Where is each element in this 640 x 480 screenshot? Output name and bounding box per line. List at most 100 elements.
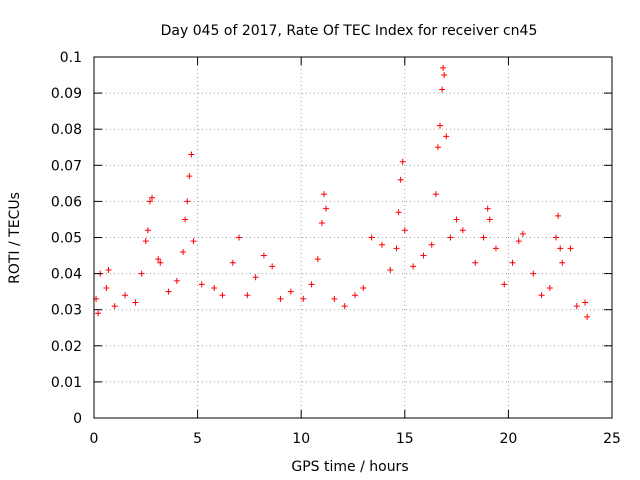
y-tick-label: 0.08 [51,122,82,138]
x-axis-ticks: 0 5 10 15 20 25 [90,57,621,447]
data-point [319,220,325,226]
data-point [188,151,194,157]
data-point [435,144,441,150]
data-point [398,177,404,183]
data-point [410,263,416,269]
data-point [166,289,172,295]
data-point [402,227,408,233]
data-point [510,260,516,266]
data-point [199,281,205,287]
data-point [568,245,574,251]
data-point [321,191,327,197]
data-point [557,245,563,251]
data-point [555,213,561,219]
data-point [439,86,445,92]
data-point [122,292,128,298]
data-point [174,278,180,284]
data-point [186,173,192,179]
data-point [211,285,217,291]
data-point [261,253,267,259]
data-point [539,292,545,298]
data-point [352,292,358,298]
data-point [582,299,588,305]
data-point [95,310,101,316]
data-point [460,227,466,233]
data-point [143,238,149,244]
data-point [244,292,250,298]
x-axis-label: GPS time / hours [291,459,408,475]
x-tick-label: 15 [396,431,414,447]
y-axis-ticks: 0 0.01 0.02 0.03 0.04 0.05 0.06 0.07 0.08 0.09 0.1 [51,50,612,427]
data-point [547,285,553,291]
data-point [530,271,536,277]
x-tick-label: 10 [292,431,310,447]
data-point [103,285,109,291]
x-tick-label: 5 [193,431,202,447]
data-point [253,274,259,280]
data-point [331,296,337,302]
data-point [145,227,151,233]
y-tick-label: 0.02 [51,339,82,355]
data-point [472,260,478,266]
data-point [574,303,580,309]
data-point [481,235,487,241]
y-axis-label: ROTI / TECUs [7,192,23,284]
data-point [520,231,526,237]
data-point [553,235,559,241]
data-point [219,292,225,298]
data-point [429,242,435,248]
y-tick-label: 0.05 [51,231,82,247]
data-point [441,72,447,78]
data-points [93,65,590,320]
data-point [559,260,565,266]
data-point [437,123,443,129]
data-point [277,296,283,302]
data-point [190,238,196,244]
y-tick-label: 0.06 [51,194,82,210]
data-point [379,242,385,248]
data-point [501,281,507,287]
data-point [400,159,406,165]
data-point [396,209,402,215]
data-point [387,267,393,273]
x-tick-label: 25 [603,431,621,447]
y-tick-label: 0.1 [60,50,82,66]
roti-scatter-chart: Day 045 of 2017, Rate Of TEC Index for r… [0,0,640,480]
data-point [420,253,426,259]
grid [94,57,612,418]
data-point [360,285,366,291]
y-tick-label: 0.03 [51,303,82,319]
data-point [447,235,453,241]
data-point [443,133,449,139]
data-point [139,271,145,277]
data-point [394,245,400,251]
x-tick-label: 0 [90,431,99,447]
data-point [288,289,294,295]
data-point [369,235,375,241]
data-point [584,314,590,320]
data-point [342,303,348,309]
data-point [487,216,493,222]
data-point [323,206,329,212]
data-point [236,235,242,241]
y-tick-label: 0.09 [51,86,82,102]
data-point [433,191,439,197]
data-point [106,267,112,273]
x-tick-label: 20 [499,431,517,447]
data-point [485,206,491,212]
data-point [180,249,186,255]
data-point [454,216,460,222]
data-point [182,216,188,222]
data-point [132,299,138,305]
data-point [269,263,275,269]
data-point [516,238,522,244]
data-point [300,296,306,302]
data-point [184,198,190,204]
data-point [112,303,118,309]
y-tick-label: 0.04 [51,267,82,283]
data-point [493,245,499,251]
y-tick-label: 0.01 [51,375,82,391]
data-point [440,65,446,71]
data-point [309,281,315,287]
data-point [230,260,236,266]
